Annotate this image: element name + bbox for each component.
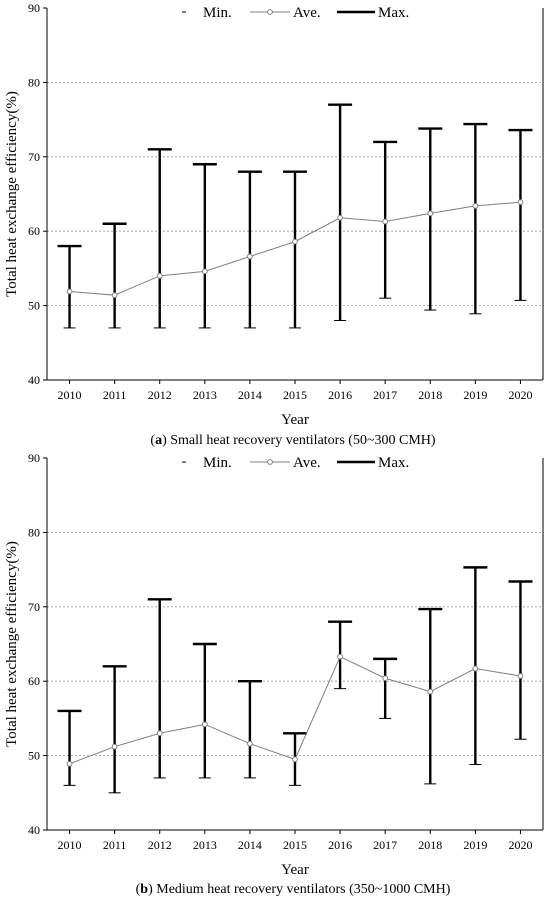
average-point xyxy=(156,730,163,737)
legend-max-label: Max. xyxy=(378,455,409,471)
average-point xyxy=(517,673,524,679)
x-tick-label: 2015 xyxy=(283,388,307,402)
x-tick-label: 2018 xyxy=(418,838,442,852)
average-point xyxy=(517,199,524,206)
legend-ave-point xyxy=(267,459,273,465)
y-tick-label: 60 xyxy=(28,224,40,238)
average-point xyxy=(382,218,389,225)
legend-min-label: Min. xyxy=(203,455,232,471)
average-point xyxy=(382,675,389,682)
average-point xyxy=(247,253,253,260)
panel-caption: (b) Medium heat recovery ventilators (35… xyxy=(136,882,451,897)
x-tick-label: 2014 xyxy=(238,838,262,852)
average-point xyxy=(337,214,343,221)
x-tick-label: 2012 xyxy=(148,838,172,852)
x-tick-label: 2016 xyxy=(328,838,352,852)
x-tick-label: 2017 xyxy=(373,838,397,852)
chart-panel-b: 40 50 60 70 80 90 2010 2011 2012 2013 2014 2015 2016… xyxy=(4,451,544,897)
average-point xyxy=(201,721,208,728)
legend-ave-label: Ave. xyxy=(293,455,321,471)
x-axis-label: Year xyxy=(281,412,309,428)
average-point xyxy=(111,743,118,750)
average-point xyxy=(111,292,118,299)
x-tick-label: 2011 xyxy=(103,388,127,402)
y-tick-label: 60 xyxy=(28,674,40,688)
y-tick-label: 90 xyxy=(28,451,40,465)
average-point xyxy=(156,272,163,279)
y-axis-label: Total heat exchange efficiency(%) xyxy=(4,91,20,297)
legend-min-label: Min. xyxy=(203,5,232,21)
average-point xyxy=(292,238,298,245)
y-tick-label: 40 xyxy=(28,823,40,837)
x-tick-label: 2019 xyxy=(463,388,487,402)
x-tick-label: 2018 xyxy=(418,388,442,402)
y-tick-label: 90 xyxy=(28,1,40,15)
x-tick-label: 2016 xyxy=(328,388,352,402)
y-tick-label: 80 xyxy=(28,525,40,539)
y-tick-label: 70 xyxy=(28,600,40,614)
y-tick-label: 40 xyxy=(28,373,40,387)
y-tick-label: 70 xyxy=(28,150,40,164)
x-tick-label: 2017 xyxy=(373,388,397,402)
panel-caption: (a) Small heat recovery ventilators (50~… xyxy=(150,433,436,448)
average-point xyxy=(427,688,434,695)
average-point xyxy=(427,210,434,217)
x-tick-label: 2013 xyxy=(193,388,217,402)
x-tick-label: 2011 xyxy=(103,838,127,852)
y-tick-label: 50 xyxy=(28,299,40,313)
x-tick-label: 2010 xyxy=(58,388,82,402)
x-tick-label: 2015 xyxy=(283,838,307,852)
average-point xyxy=(472,665,479,672)
x-tick-label: 2014 xyxy=(238,388,262,402)
legend-max-label: Max. xyxy=(378,5,409,21)
average-point xyxy=(472,203,479,209)
panel-letter: b xyxy=(140,882,148,897)
average-point xyxy=(66,760,73,767)
panel-letter: a xyxy=(155,433,162,448)
average-point xyxy=(201,268,208,275)
x-axis-label: Year xyxy=(281,862,309,878)
average-point xyxy=(292,756,298,763)
y-axis-label: Total heat exchange efficiency(%) xyxy=(4,541,20,747)
x-tick-label: 2010 xyxy=(58,838,82,852)
x-tick-label: 2012 xyxy=(148,388,172,402)
chart-panel-a: 40 50 60 70 80 90 2010 2011 2012 2013 2014 2015 2016… xyxy=(4,1,544,448)
x-tick-label: 2020 xyxy=(508,388,532,402)
x-tick-label: 2019 xyxy=(463,838,487,852)
average-point xyxy=(337,653,343,660)
y-tick-label: 50 xyxy=(28,749,40,763)
legend-ave-label: Ave. xyxy=(293,5,321,21)
x-tick-label: 2013 xyxy=(193,838,217,852)
y-tick-label: 80 xyxy=(28,75,40,89)
x-tick-label: 2020 xyxy=(508,838,532,852)
average-point xyxy=(66,288,73,295)
average-point xyxy=(247,740,253,747)
legend-ave-point xyxy=(267,9,273,15)
